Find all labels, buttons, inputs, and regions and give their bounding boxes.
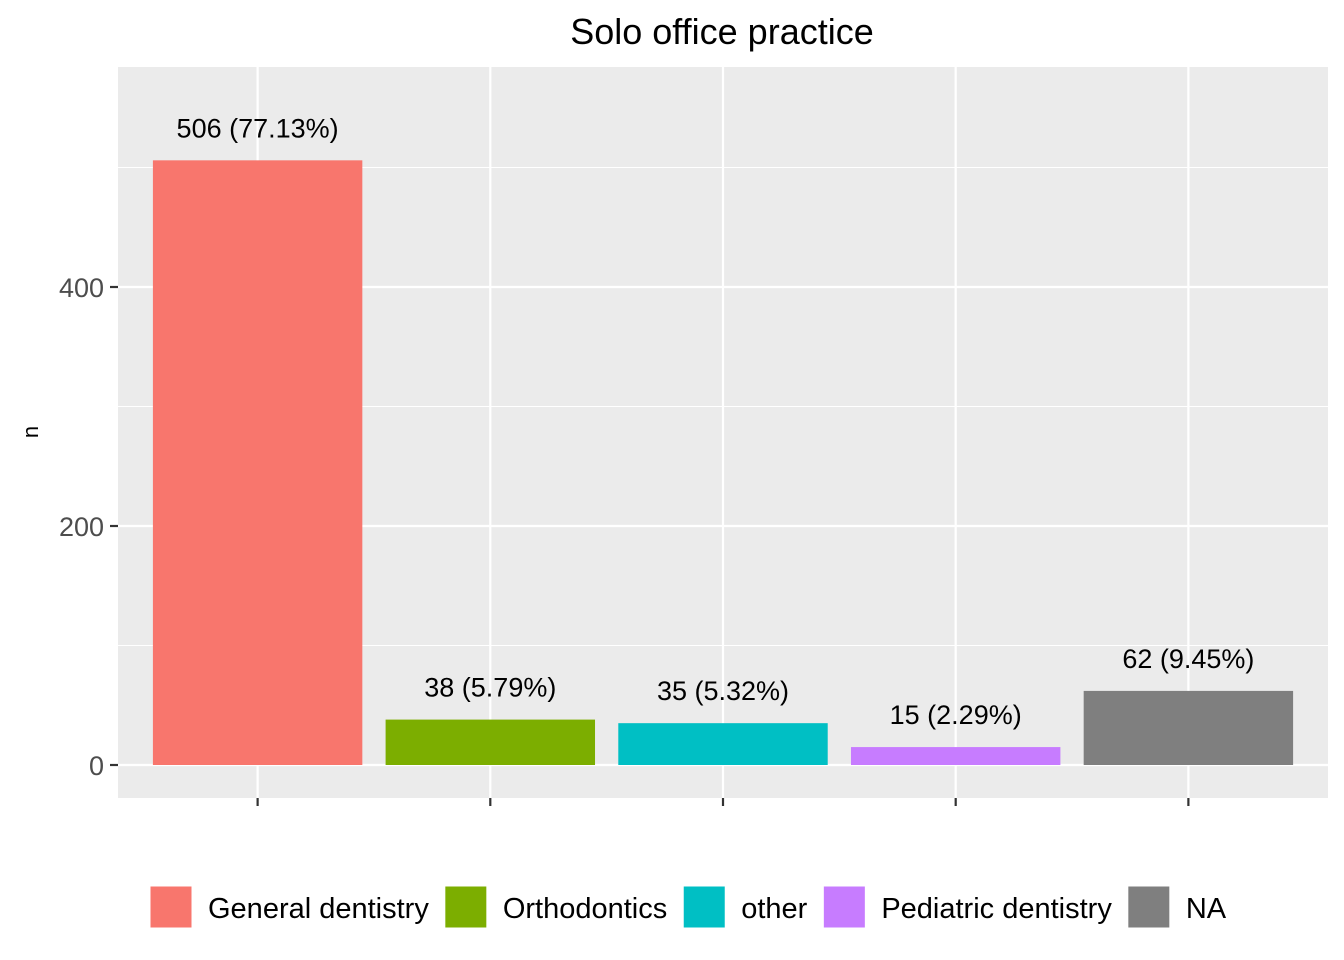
bars [152, 160, 1294, 765]
data-label: 35 (5.32%) [657, 676, 789, 706]
legend-label: General dentistry [208, 893, 429, 925]
data-label: 15 (2.29%) [890, 700, 1022, 730]
legend-key [822, 885, 866, 929]
legend-label: NA [1186, 893, 1227, 925]
legend: General dentistry Orthodontics other Pediat… [149, 885, 1227, 929]
chart-title: Solo office practice [570, 11, 874, 52]
legend-key [682, 885, 726, 929]
bar-na [1083, 690, 1294, 765]
legend-key [444, 885, 488, 929]
bar-other [618, 723, 828, 765]
data-label: 38 (5.79%) [424, 673, 556, 703]
y-axis-label: n [18, 426, 43, 438]
x-axis [256, 798, 1190, 806]
data-labels: 506 (77.13%) 38 (5.79%) 35 (5.32%) 15 (2.29… [177, 113, 1255, 730]
y-tick-label: 400 [59, 273, 104, 303]
legend-key [149, 885, 193, 929]
data-label: 62 (9.45%) [1122, 644, 1254, 674]
legend-label: other [741, 893, 807, 925]
y-axis: 0 200 400 [59, 273, 118, 781]
legend-label: Orthodontics [503, 893, 667, 925]
legend-label: Pediatric dentistry [881, 893, 1112, 925]
legend-key [1127, 885, 1171, 929]
y-tick-label: 0 [89, 751, 104, 781]
bar-general-dentistry [152, 160, 363, 765]
bar-orthodontics [385, 719, 596, 765]
bar-pediatric-dentistry [850, 747, 1061, 765]
data-label: 506 (77.13%) [177, 113, 339, 143]
y-tick-label: 200 [59, 512, 104, 542]
